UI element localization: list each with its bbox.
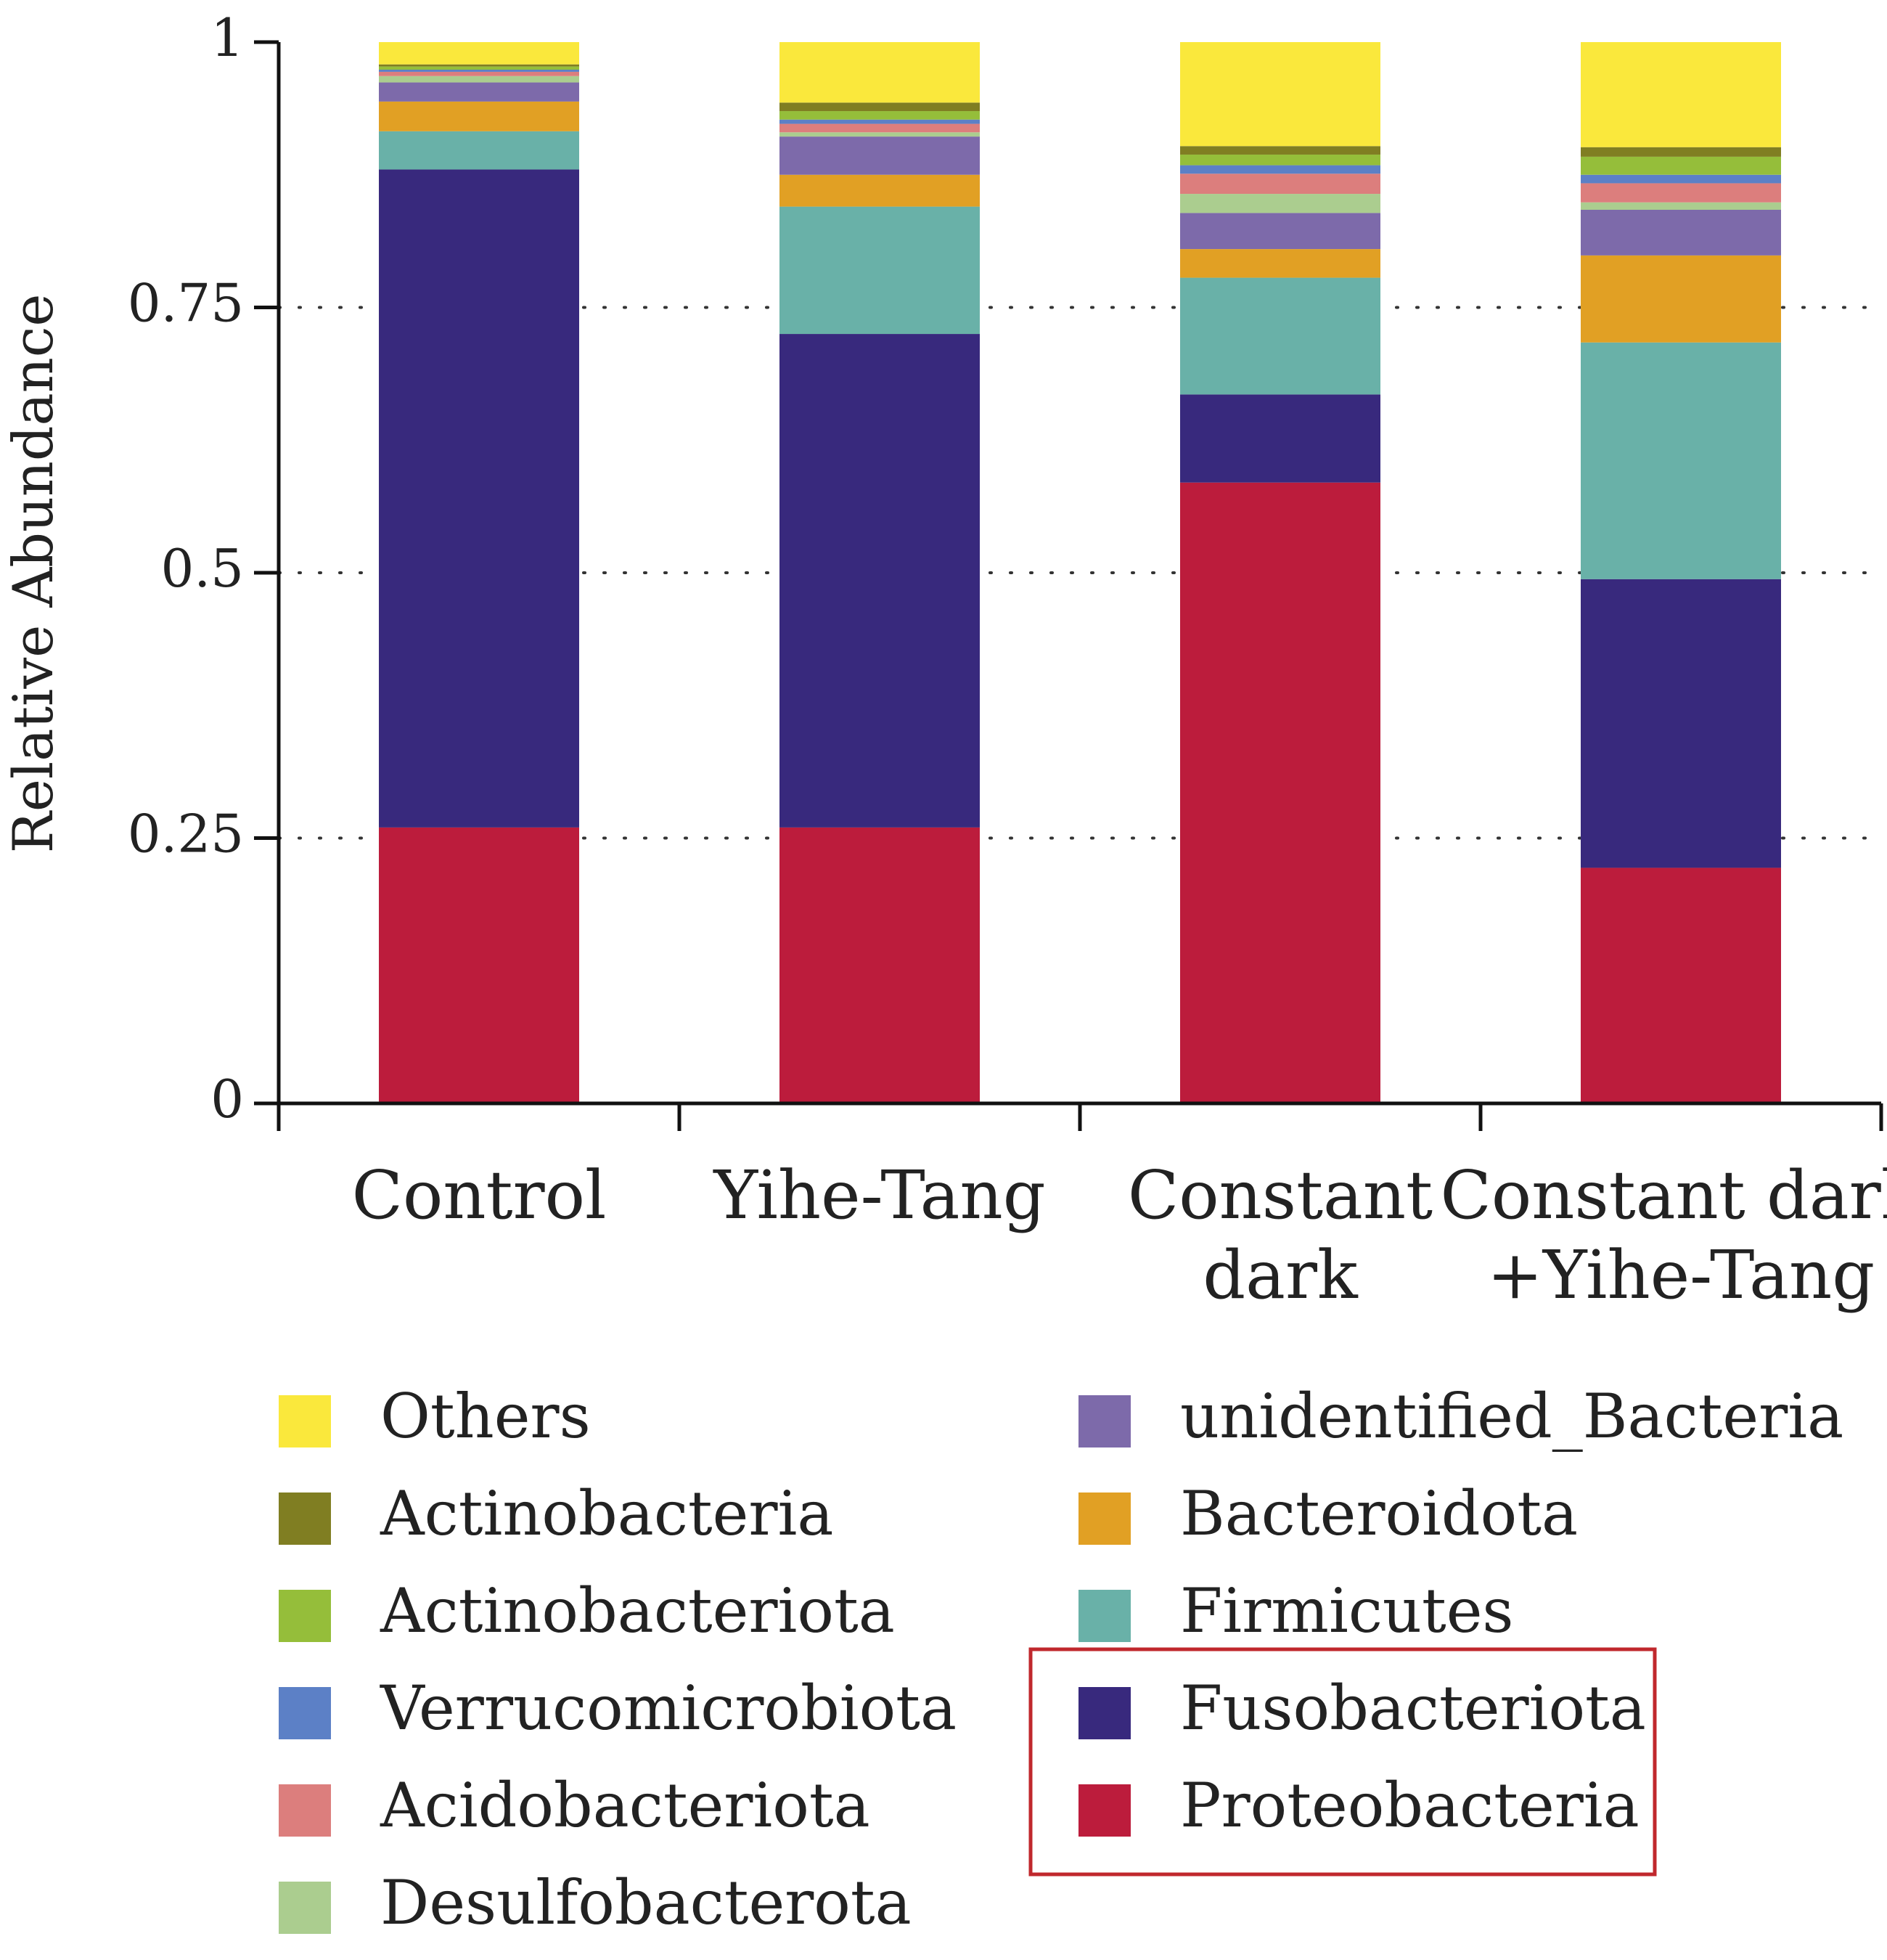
x-category-label: Control [352,1156,607,1234]
legend-swatch-actinobacteriota [279,1590,331,1642]
bar-segment-verrucomicrobiota-4 [1581,174,1781,184]
legend-label: Proteobacteria [1180,1770,1640,1841]
legend-swatch-actinobacteria [279,1493,331,1545]
bar-segment-actinobacteria-3 [1180,146,1380,155]
bar-segment-firmicutes-4 [1581,342,1781,579]
y-axis-title: Relative Abundance [1,294,65,854]
bar-segment-fusobacteriota-1 [379,169,579,828]
legend-swatch-verrucomicrobiota [279,1687,331,1739]
bar-segment-proteobacteria-2 [779,827,980,1103]
bar-segment-proteobacteria-4 [1581,867,1781,1103]
legend-label: Fusobacteriota [1180,1673,1646,1744]
legend-label: Desulfobacterota [380,1867,912,1938]
axes [254,40,1883,1131]
legend-swatch-unidentified-bacteria [1078,1395,1131,1447]
bar-segment-acidobacteriota-3 [1180,173,1380,195]
legend-label: Actinobacteriota [380,1575,895,1646]
bar-segment-firmicutes-3 [1180,277,1380,395]
bar-segment-fusobacteriota-4 [1581,579,1781,868]
legend-label: unidentified_Bacteria [1180,1381,1843,1452]
bar-segment-bacteroidota-4 [1581,255,1781,343]
bar-segment-fusobacteriota-2 [779,334,980,828]
legend-entry-actinobacteriota: Actinobacteriota [279,1575,895,1646]
legend-label: Actinobacteria [380,1478,833,1549]
bar-segment-unidentified-bacteria-2 [779,136,980,175]
legend-label: Acidobacteriota [380,1770,870,1841]
legend-entry-firmicutes: Firmicutes [1078,1575,1514,1646]
bar-segment-unidentified-bacteria-3 [1180,213,1380,250]
bar-segment-unidentified-bacteria-1 [379,82,579,102]
legend-entry-fusobacteriota: Fusobacteriota [1078,1673,1646,1744]
bar-segment-actinobacteria-1 [379,64,579,67]
bar-segment-bacteroidota-1 [379,101,579,131]
bar-segment-verrucomicrobiota-1 [379,70,579,72]
legend-label: Bacteroidota [1180,1478,1578,1549]
bar-segment-verrucomicrobiota-3 [1180,165,1380,174]
bar-segment-others-4 [1581,42,1781,147]
legend-label: Others [380,1381,591,1452]
legend-swatch-acidobacteriota [279,1784,331,1837]
bar-segment-desulfobacterota-2 [779,132,980,137]
bar-segment-actinobacteriota-4 [1581,156,1781,175]
bar-segment-acidobacteriota-2 [779,123,980,133]
bar-segment-firmicutes-1 [379,131,579,170]
y-tick-label: 1 [210,7,244,68]
x-category-label: Yihe-Tang [712,1156,1045,1234]
legend-entry-actinobacteria: Actinobacteria [279,1478,833,1549]
y-tick-label: 0.75 [128,273,244,334]
bar-segment-others-3 [1180,42,1380,147]
legend-highlight-box [1028,1647,1657,1877]
legend-swatch-firmicutes [1078,1590,1131,1642]
legend-entry-verrucomicrobiota: Verrucomicrobiota [279,1673,957,1744]
x-category-label: Constant [1128,1156,1433,1234]
legend-swatch-desulfobacterota [279,1882,331,1934]
bar-segment-actinobacteria-4 [1581,147,1781,157]
y-tick-label: 0.5 [160,538,244,599]
bar-segment-fusobacteriota-3 [1180,394,1380,483]
bar-segment-others-2 [779,42,980,103]
bar-segment-bacteroidota-2 [779,174,980,207]
bar-segment-others-1 [379,42,579,65]
bar-segment-verrucomicrobiota-2 [779,119,980,124]
bar-segment-desulfobacterota-3 [1180,194,1380,213]
x-category-label: Constant dark [1440,1156,1887,1234]
legend-swatch-proteobacteria [1078,1784,1131,1837]
bar-segment-actinobacteriota-2 [779,111,980,120]
bar-segment-actinobacteriota-3 [1180,154,1380,166]
bar-segment-acidobacteriota-1 [379,71,579,76]
bar-segment-unidentified-bacteria-4 [1581,209,1781,256]
y-tick-label: 0 [210,1069,244,1130]
legend-entry-bacteroidota: Bacteroidota [1078,1478,1578,1549]
legend-entry-proteobacteria: Proteobacteria [1078,1770,1640,1841]
y-tick-label: 0.25 [128,804,244,865]
legend-entry-others: Others [279,1381,591,1452]
x-category-label: +Yihe-Tang [1487,1236,1875,1314]
legend-entry-unidentified-bacteria: unidentified_Bacteria [1078,1381,1843,1452]
bar-segment-acidobacteriota-4 [1581,183,1781,203]
legend-label: Verrucomicrobiota [380,1673,957,1744]
bar-segment-proteobacteria-3 [1180,482,1380,1103]
bar-segment-proteobacteria-1 [379,827,579,1103]
bar-segment-bacteroidota-3 [1180,249,1380,278]
bar-segment-firmicutes-2 [779,206,980,335]
bars [379,42,1781,1103]
legend-swatch-fusobacteriota [1078,1687,1131,1739]
legend-swatch-bacteroidota [1078,1493,1131,1545]
x-category-label: dark [1203,1236,1359,1314]
legend-label: Firmicutes [1180,1575,1514,1646]
legend-swatch-others [279,1395,331,1447]
legend-entry-acidobacteriota: Acidobacteriota [279,1770,870,1841]
bar-segment-actinobacteriota-1 [379,66,579,70]
bar-segment-desulfobacterota-1 [379,75,579,83]
axis-labels: 0 0.25 0.5 0.75 1 Control Yihe-Tang Constantdar… [128,7,1887,1314]
bar-segment-actinobacteria-2 [779,102,980,112]
legend-entry-desulfobacterota: Desulfobacterota [279,1867,912,1938]
bar-segment-desulfobacterota-4 [1581,202,1781,210]
legend: Others Actinobacteria Actinobacteriota Verr… [279,1381,1843,1938]
